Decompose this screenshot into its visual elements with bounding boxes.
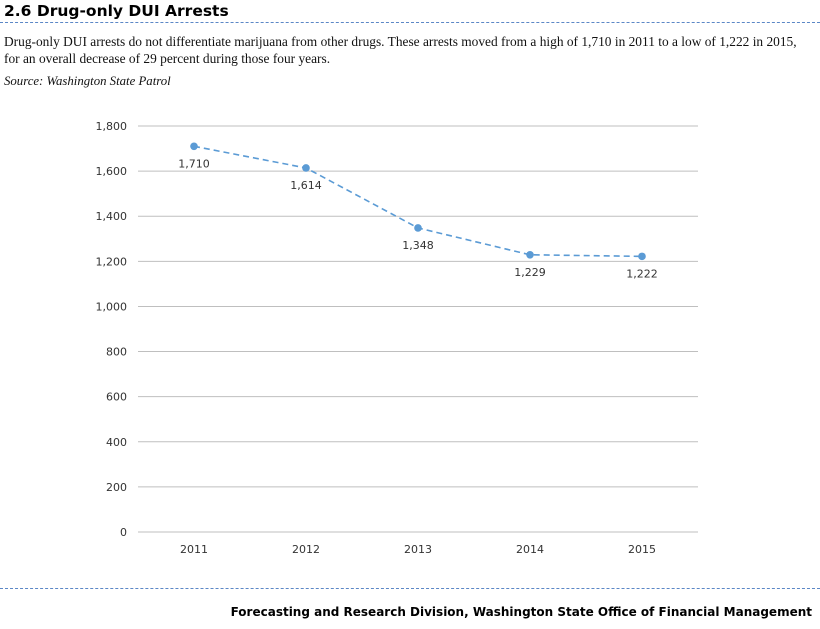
y-tick-label: 200 [106, 481, 127, 494]
x-axis-ticks: 2011 2012 2013 2014 2015 [180, 543, 656, 556]
data-label: 1,348 [402, 239, 434, 252]
x-tick-label: 2012 [292, 543, 320, 556]
chart-description: Drug-only DUI arrests do not differentia… [4, 34, 797, 66]
y-axis-ticks: 0 200 400 600 800 1,000 1,200 1,400 1,600 1,800 [96, 120, 128, 539]
data-label: 1,229 [514, 266, 546, 279]
page-title: 2.6 Drug-only DUI Arrests [4, 2, 229, 20]
y-tick-label: 1,600 [96, 165, 128, 178]
x-tick-label: 2011 [180, 543, 208, 556]
y-tick-label: 800 [106, 346, 127, 359]
series-drug-only-dui-arrests [190, 142, 646, 261]
data-point [526, 250, 534, 259]
y-tick-label: 1,400 [96, 210, 128, 223]
data-point [190, 142, 198, 151]
x-tick-label: 2015 [628, 543, 656, 556]
x-tick-label: 2014 [516, 543, 544, 556]
data-point [638, 252, 646, 261]
data-labels: 1,710 1,614 1,348 1,229 1,222 [178, 157, 658, 280]
data-label: 1,710 [178, 157, 210, 170]
header-divider [0, 22, 820, 23]
data-point [302, 164, 310, 172]
footer-credit: Forecasting and Research Division, Washi… [230, 605, 812, 619]
footer-divider [0, 588, 820, 589]
y-tick-label: 1,200 [96, 255, 128, 268]
y-tick-label: 600 [106, 391, 127, 404]
data-label: 1,614 [290, 179, 322, 192]
source-note: Source: Washington State Patrol [4, 74, 171, 88]
gridlines [138, 125, 698, 533]
data-point [414, 224, 422, 232]
y-tick-label: 0 [120, 526, 127, 539]
x-tick-label: 2013 [404, 543, 432, 556]
y-tick-label: 1,800 [96, 120, 128, 133]
data-label: 1,222 [626, 267, 658, 280]
y-tick-label: 1,000 [96, 300, 128, 313]
y-tick-label: 400 [106, 436, 127, 449]
